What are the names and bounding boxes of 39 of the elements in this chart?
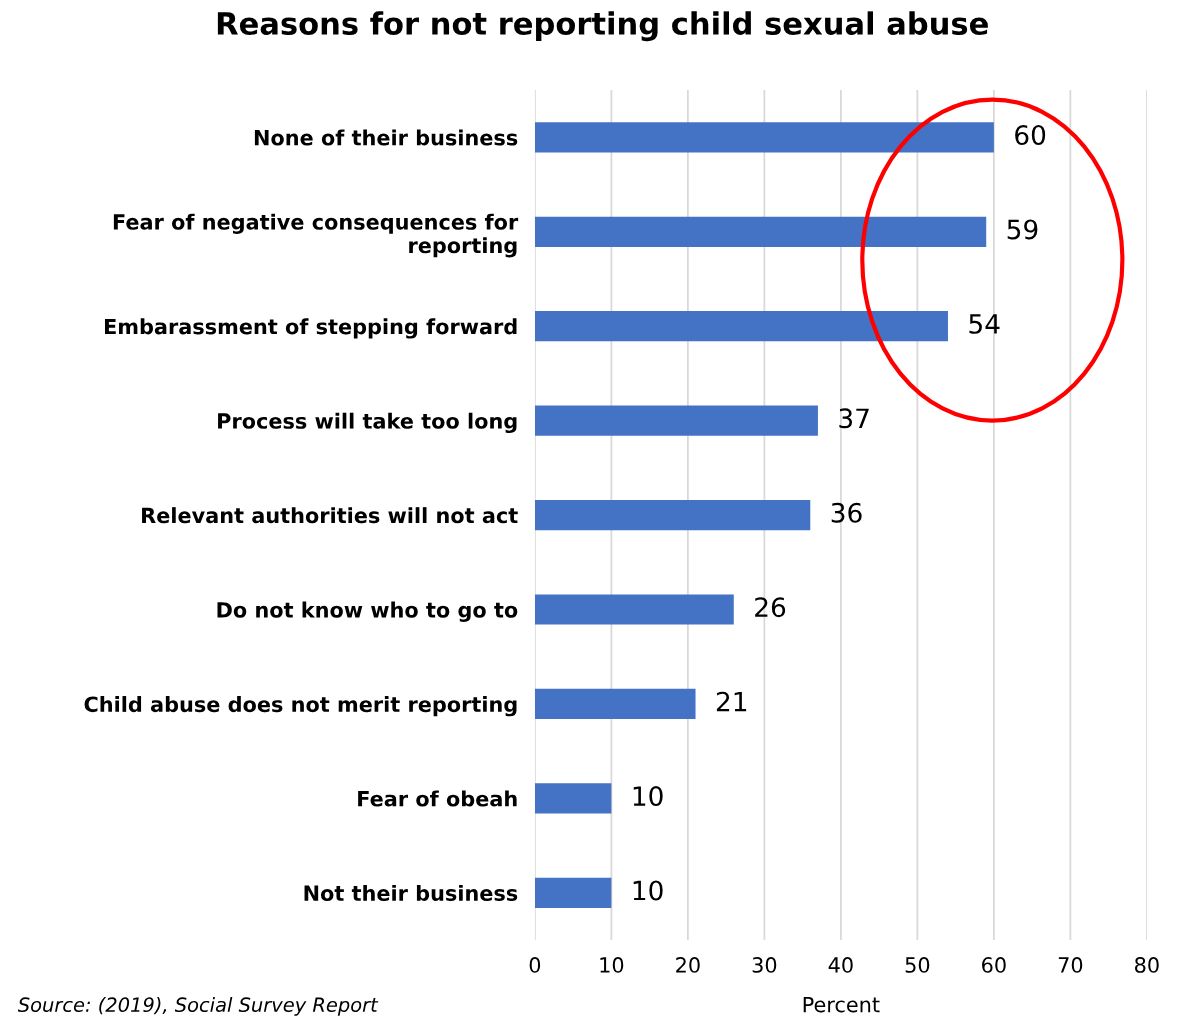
x-tick-label: 60: [982, 957, 1006, 973]
y-tick-label: Embarassment of stepping forward: [104, 318, 517, 339]
bar: [534, 499, 811, 531]
y-tick-label: Do not know who to go to: [217, 601, 518, 622]
x-tick-label: 30: [752, 957, 777, 973]
x-axis-title: Percent: [803, 996, 880, 1013]
bar: [534, 405, 818, 436]
bar: [534, 688, 696, 720]
data-label: 10: [633, 880, 663, 901]
x-tick-label: 50: [905, 957, 930, 973]
y-tick-label: Fear of negative consequences for reporting: [113, 213, 519, 258]
x-tick-label: 70: [1058, 957, 1083, 973]
bar: [534, 594, 734, 625]
data-label: 26: [755, 597, 786, 618]
y-tick-label: Fear of obeah: [358, 790, 517, 807]
data-label: 36: [831, 502, 862, 523]
x-tick-label: 0: [529, 957, 541, 973]
x-tick-label: 40: [828, 957, 853, 973]
bar: [534, 783, 612, 814]
x-tick-label: 80: [1135, 957, 1159, 973]
x-tick-label: 10: [600, 957, 624, 973]
data-label: 10: [633, 786, 663, 807]
data-label: 59: [1007, 219, 1038, 240]
y-tick-label: Not their business: [304, 884, 518, 902]
data-label: 37: [839, 408, 869, 429]
bar: [534, 216, 987, 247]
y-tick-label: Child abuse does not merit reporting: [84, 696, 517, 717]
bar: [534, 311, 948, 342]
source-note: Source: (2019), Social Survey Report: [17, 996, 379, 1016]
bar: [534, 877, 612, 908]
y-tick-label: None of their business: [254, 129, 518, 146]
chart-title: Reasons for not reporting child sexual abuse: [217, 11, 988, 42]
data-label: 54: [969, 314, 1000, 334]
data-label: 60: [1015, 125, 1046, 145]
y-tick-label: Process will take too long: [218, 412, 517, 434]
bar: [534, 122, 994, 153]
data-label: 21: [716, 691, 747, 712]
x-tick-label: 20: [676, 957, 700, 973]
y-tick-label: Relevant authorities will not act: [142, 507, 518, 524]
